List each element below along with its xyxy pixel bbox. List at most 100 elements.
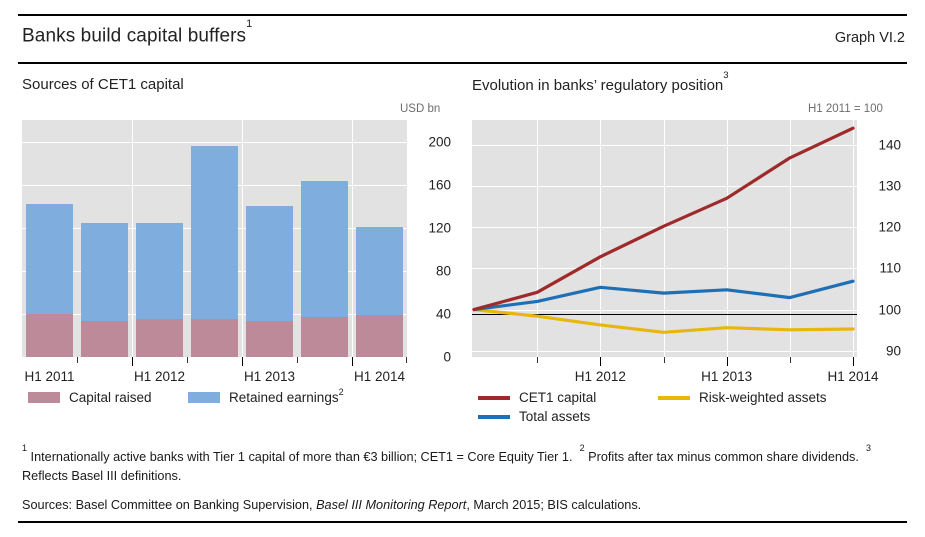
left-panel-title-text: Sources of CET1 capital: [22, 76, 184, 93]
line-series-group: [472, 126, 855, 334]
y-axis-tick-label: 200: [428, 134, 451, 150]
footnote-1-text: Internationally active banks with Tier 1…: [30, 450, 573, 465]
legend-item: Capital raised: [28, 390, 152, 405]
mid-rule: [18, 62, 907, 64]
bar-segment-retained-earnings: [81, 223, 128, 322]
x-axis-tick: [77, 357, 78, 363]
page-title: Banks build capital buffers1: [22, 18, 252, 47]
bar-segment-retained-earnings: [26, 204, 73, 314]
x-axis-tick: [790, 357, 791, 363]
bar-segment-retained-earnings: [246, 206, 293, 322]
line-chart-x-labels: H1 2012 H1 2013 H1 2014: [472, 369, 879, 387]
gridline-vertical: [352, 120, 353, 357]
x-axis-tick-label: H1 2013: [701, 369, 753, 384]
legend-line-icon: [478, 395, 510, 400]
x-axis-tick: [352, 357, 353, 366]
footnote-3-marker: 3: [865, 442, 871, 453]
gridline-vertical: [790, 120, 791, 357]
y-axis-tick-label: 40: [435, 306, 451, 322]
line-series-risk-weighted-assets: [472, 308, 855, 334]
bar-segment-capital-raised: [246, 321, 293, 357]
legend-item: Retained earnings 2: [188, 387, 344, 405]
gridline-vertical: [600, 120, 601, 357]
page-title-text: Banks build capital buffers: [22, 25, 247, 47]
legend-line-icon: [478, 414, 510, 419]
bar-segment-retained-earnings: [301, 181, 348, 318]
x-axis-tick: [853, 357, 854, 366]
sources-prefix: Sources: Basel Committee on Banking Supe…: [22, 498, 313, 512]
legend-item: Risk-weighted assets: [658, 390, 827, 405]
line-chart-plot-area: [472, 120, 857, 357]
left-panel-unit: USD bn: [400, 103, 441, 115]
footnote-3-text: Reflects Basel III definitions.: [22, 469, 182, 484]
sources-line: Sources: Basel Committee on Banking Supe…: [22, 498, 906, 512]
y-axis-tick-label: 140: [878, 137, 901, 153]
x-axis-tick: [242, 357, 243, 366]
legend-line-icon: [658, 395, 690, 400]
sources-suffix: , March 2015; BIS calculations.: [466, 498, 642, 512]
bar-segment-capital-raised: [26, 313, 73, 357]
bar-stack: [136, 223, 183, 357]
gridline-vertical: [664, 120, 665, 357]
x-axis-tick-label: H1 2014: [827, 369, 879, 384]
line-chart-y-axis: 90 100 110 120 130 140: [859, 120, 905, 359]
gridline-vertical: [727, 120, 728, 357]
gridline-horizontal: [22, 141, 407, 143]
y-axis-tick-label: 80: [435, 263, 451, 279]
bar-stack: [81, 223, 128, 357]
y-axis-tick-label: 90: [885, 343, 901, 359]
bar-segment-retained-earnings: [191, 145, 238, 320]
gridline-vertical: [132, 120, 133, 357]
x-axis-tick-label: H1 2013: [243, 369, 296, 384]
y-axis-tick-label: 120: [428, 220, 451, 236]
bottom-rule: [18, 521, 907, 523]
legend-label: Total assets: [519, 409, 591, 424]
x-axis-tick: [727, 357, 728, 366]
bar-segment-capital-raised: [81, 321, 128, 357]
graph-number: Graph VI.2: [834, 30, 905, 46]
line-series-cet1-capital: [472, 126, 855, 312]
y-axis-tick-label: 110: [879, 260, 901, 276]
baseline-100: [472, 313, 857, 315]
x-axis-tick: [406, 357, 407, 363]
x-axis-tick: [297, 357, 298, 363]
y-axis-tick-label: 100: [878, 302, 901, 318]
page-title-footnote-marker: 1: [246, 17, 253, 30]
x-axis-tick: [664, 357, 665, 363]
x-axis-tick: [187, 357, 188, 363]
bar-stack: [246, 206, 293, 357]
gridline-horizontal: [22, 357, 407, 358]
legend-label: CET1 capital: [519, 390, 597, 405]
left-panel-title: Sources of CET1 capital: [22, 76, 184, 93]
line-series-total-assets: [472, 279, 855, 312]
legend-swatch-icon: [188, 392, 220, 403]
bar-stack: [26, 204, 73, 357]
x-axis-tick: [132, 357, 133, 366]
gridline-vertical: [242, 120, 243, 357]
y-axis-tick-label: 120: [878, 219, 901, 235]
legend-label: Retained earnings: [229, 390, 339, 405]
bar-segment-retained-earnings: [356, 226, 403, 315]
right-panel-title: Evolution in banks’ regulatory position3: [472, 70, 729, 94]
x-axis-tick-label: H1 2012: [574, 369, 626, 384]
bar-stack: [356, 226, 403, 357]
bar-chart-x-labels: H1 2011 H1 2012 H1 2013 H1 2014: [22, 369, 407, 387]
legend-footnote-marker: 2: [338, 387, 344, 398]
bar-segment-capital-raised: [191, 319, 238, 357]
right-panel-footnote-marker: 3: [723, 70, 729, 82]
x-axis-tick: [537, 357, 538, 363]
bar-chart-x-ticks: [22, 357, 407, 366]
legend-label: Risk-weighted assets: [699, 390, 827, 405]
y-axis-tick-label: 160: [428, 177, 451, 193]
x-axis-tick-label: H1 2014: [353, 369, 406, 384]
right-panel-title-text: Evolution in banks’ regulatory position: [472, 77, 724, 94]
legend-label: Capital raised: [69, 390, 152, 405]
top-rule: [18, 14, 907, 16]
footnote-1-marker: 1: [22, 442, 28, 453]
legend-item: Total assets: [478, 409, 590, 424]
legend-swatch-icon: [28, 392, 60, 403]
legend-item: CET1 capital: [478, 390, 596, 405]
bar-segment-retained-earnings: [136, 223, 183, 320]
bar-segment-capital-raised: [136, 319, 183, 357]
